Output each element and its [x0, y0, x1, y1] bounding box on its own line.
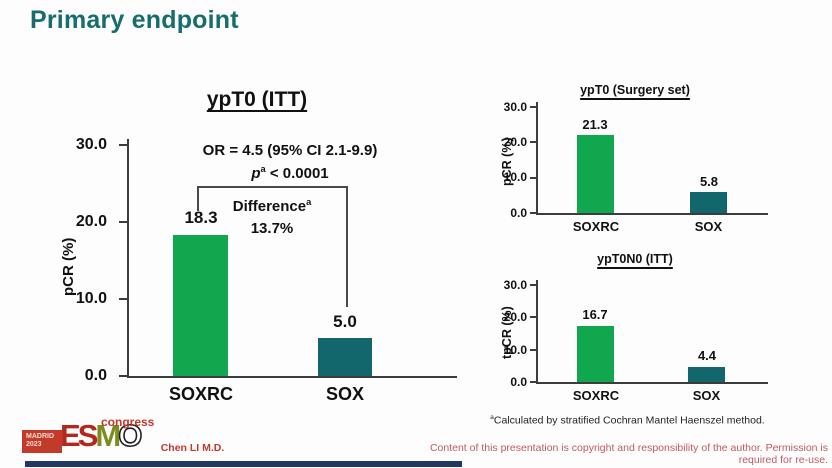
main-ytick-0: 0.0 — [84, 367, 107, 384]
main-xlabel-soxrc: SOXRC — [168, 384, 233, 404]
surgery-xlabel-sox: SOX — [694, 219, 723, 234]
main-bar-value-soxrc: 18.3 — [184, 208, 218, 227]
tpcr-tickmark-0 — [530, 381, 536, 383]
tpcr-bar-sox — [688, 367, 725, 382]
tpcr-chart-title: ypT0N0 (ITT) — [597, 252, 673, 266]
footnote-superscript: a — [490, 414, 494, 421]
main-y-axis-line — [127, 139, 129, 378]
esmo-madrid-badge: MADRID 2023 — [22, 430, 62, 453]
tpcr-xlabel-sox: SOX — [692, 388, 721, 403]
main-tickmark-20 — [119, 221, 127, 223]
surgery-ytick-20: 20.0 — [503, 135, 527, 149]
main-y-axis-label: pCR (%) — [60, 237, 77, 296]
bracket-horizontal-line — [197, 186, 348, 188]
surgery-x-axis-line — [536, 213, 768, 215]
main-tickmark-0 — [119, 375, 127, 377]
tpcr-x-axis-line — [536, 382, 768, 384]
tpcr-ytick-10: 10.0 — [503, 343, 527, 357]
logo-year: 2023 — [26, 441, 42, 448]
main-ytick-10: 10.0 — [75, 290, 107, 307]
surgery-bar-sox — [690, 191, 727, 213]
surgery-chart-title: ypT0 (Surgery set) — [580, 83, 690, 97]
main-ytick-20: 20.0 — [75, 213, 107, 230]
difference-annotation: Differencea 13.7% — [212, 191, 332, 240]
tpcr-tickmark-20 — [530, 316, 536, 318]
tpcr-bar-soxrc — [577, 325, 614, 382]
esmo-letter-o: O — [117, 418, 143, 453]
p-value-text: pa < 0.0001 — [140, 164, 440, 182]
esmo-congress-word: congress — [101, 415, 155, 429]
footnote-text: Calculated by stratified Cochran Mantel … — [493, 414, 765, 427]
surgery-bar-value-soxrc: 21.3 — [582, 117, 608, 132]
tpcr-ytick-20: 20.0 — [503, 310, 527, 324]
p-value: < 0.0001 — [265, 165, 329, 182]
main-tickmark-10 — [119, 298, 127, 300]
main-xlabel-sox: SOX — [325, 384, 364, 404]
tpcr-tickmark-10 — [530, 349, 536, 351]
esmo-letter-m: M — [95, 418, 121, 453]
surgery-tickmark-0 — [530, 212, 536, 214]
surgery-ytick-30: 30.0 — [503, 100, 527, 114]
tpcr-bar-value-sox: 4.4 — [697, 348, 717, 363]
footnote: aCalculated by stratified Cochran Mantel… — [465, 414, 790, 427]
tpcr-ytick-0: 0.0 — [510, 375, 527, 389]
page-title: Primary endpoint — [30, 6, 239, 34]
tpcr-ytick-30: 30.0 — [503, 278, 527, 292]
main-bar-value-sox: 5.0 — [333, 312, 357, 331]
tpcr-xlabel-soxrc: SOXRC — [572, 388, 620, 403]
esmo-logo: ESMO — [60, 418, 143, 453]
main-bar-soxrc — [173, 235, 228, 376]
surgery-bar-soxrc — [577, 134, 614, 213]
difference-superscript: a — [306, 197, 312, 207]
main-bar-sox — [318, 337, 372, 376]
esmo-letter-s: S — [77, 418, 99, 453]
odds-ratio-text: OR = 4.5 (95% CI 2.1-9.9) — [202, 142, 378, 159]
surgery-ytick-10: 10.0 — [503, 170, 527, 184]
tpcr-tickmark-30 — [530, 284, 536, 286]
surgery-bar-value-sox: 5.8 — [699, 174, 719, 189]
bottom-navy-strip — [25, 461, 462, 467]
presenter-name: Chen LI M.D. — [160, 442, 225, 454]
tpcr-y-axis-line — [536, 280, 538, 384]
bracket-left-leg — [197, 186, 199, 211]
p-superscript: a — [260, 164, 266, 174]
main-ytick-30: 30.0 — [75, 136, 107, 153]
main-chart-title: ypT0 (ITT) — [206, 88, 308, 111]
difference-label: Difference — [232, 198, 307, 215]
surgery-xlabel-soxrc: SOXRC — [572, 219, 620, 234]
difference-value: 13.7% — [250, 220, 294, 237]
esmo-letter-e: E — [60, 418, 81, 453]
surgery-tickmark-30 — [530, 106, 536, 108]
copyright-notice: Content of this presentation is copyrigh… — [429, 442, 828, 466]
surgery-ytick-0: 0.0 — [510, 206, 527, 220]
surgery-tickmark-10 — [530, 177, 536, 179]
p-symbol: p — [251, 165, 261, 182]
bracket-right-leg — [346, 186, 348, 307]
main-tickmark-30 — [119, 144, 127, 146]
logo-city: MADRID — [26, 433, 54, 440]
surgery-y-axis-line — [536, 102, 538, 215]
main-x-axis-line — [127, 376, 457, 378]
surgery-tickmark-20 — [530, 141, 536, 143]
tpcr-bar-value-soxrc: 16.7 — [582, 307, 608, 322]
